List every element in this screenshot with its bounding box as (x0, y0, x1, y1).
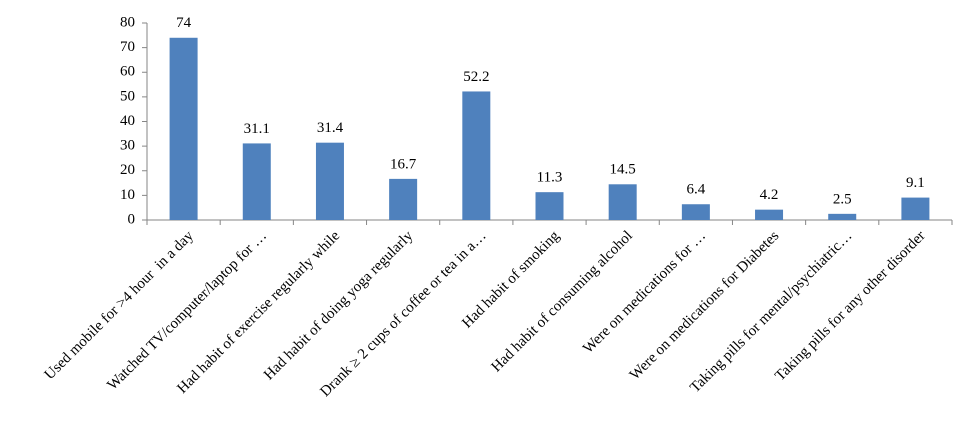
bar (389, 178, 418, 220)
value-label: 6.4 (686, 182, 705, 198)
value-label: 16.7 (390, 156, 417, 172)
bar (315, 142, 344, 220)
value-label: 74 (176, 15, 192, 31)
value-label: 11.3 (537, 170, 563, 186)
bar (242, 143, 271, 220)
y-tick-label: 50 (120, 88, 135, 104)
y-tick-label: 40 (120, 113, 135, 129)
bar (681, 204, 710, 220)
value-label: 52.2 (463, 69, 489, 85)
y-tick-label: 60 (120, 64, 135, 80)
y-tick-label: 70 (120, 39, 135, 55)
bar (901, 197, 930, 220)
value-label: 4.2 (760, 187, 779, 203)
y-tick-label: 80 (120, 14, 135, 30)
x-tick-label: Drank ≥ 2 cups of coffee or tea in a… (317, 228, 489, 400)
value-label: 14.5 (610, 162, 636, 178)
y-tick-label: 30 (120, 138, 135, 154)
bar (169, 37, 198, 221)
x-tick-label: Used mobile for >4 hour in a day (42, 228, 198, 384)
y-tick-label: 20 (120, 162, 135, 178)
x-tick-label: Watched TV/computer/laptop for … (105, 228, 270, 393)
x-tick-label: Had habit of exercise regularly while (174, 228, 343, 397)
bar (608, 184, 637, 220)
bar (535, 192, 564, 220)
x-tick-label: Were on medications for Diabetes (627, 228, 782, 383)
value-label: 9.1 (906, 175, 925, 191)
value-label: 31.4 (317, 120, 344, 136)
bar (462, 91, 491, 221)
value-label: 2.5 (833, 191, 852, 207)
x-tick-label: Had habit of doing yoga regularly (261, 228, 417, 384)
x-tick-label: Were on medications for … (580, 228, 709, 357)
x-tick-label: Had habit of consuming alcohol (489, 228, 636, 375)
y-tick-label: 10 (120, 187, 135, 203)
bar (755, 209, 784, 220)
value-label: 31.1 (244, 121, 270, 137)
x-tick-label: Taking pills for any other disorder (772, 228, 928, 384)
bar (828, 213, 857, 220)
x-tick-label: Taking pills for mental/psychiatric… (687, 228, 855, 396)
y-tick-label: 0 (128, 211, 136, 227)
